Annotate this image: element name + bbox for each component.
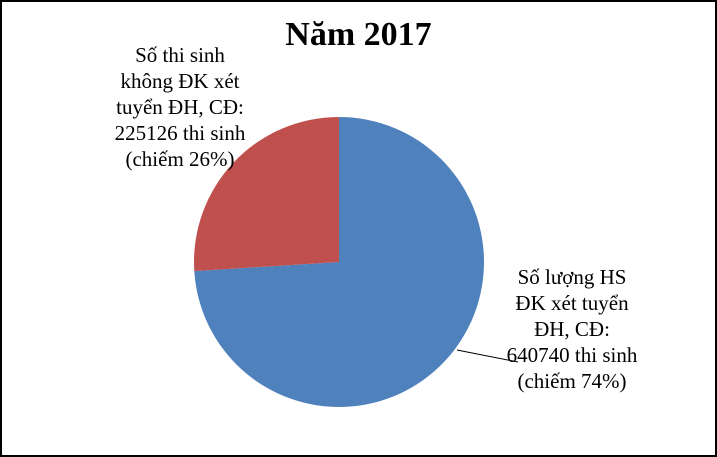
slice-label-line: (chiếm 74%) bbox=[517, 369, 627, 393]
slice-label-line: ĐH, CĐ: bbox=[534, 317, 610, 341]
slice-label-line: (chiếm 26%) bbox=[125, 147, 235, 171]
slice-label-line: 225126 thi sinh bbox=[114, 121, 246, 145]
slice-label-registered: Số lượng HS ĐK xét tuyển ĐH, CĐ: 640740 … bbox=[482, 264, 662, 394]
slice-label-line: Số lượng HS bbox=[517, 265, 627, 289]
slice-label-line: Số thi sinh bbox=[135, 43, 225, 67]
pie-slice-registered bbox=[194, 117, 484, 407]
slice-label-line: không ĐK xét bbox=[120, 69, 240, 93]
slice-label-not-registered: Số thi sinh không ĐK xét tuyển ĐH, CĐ: 2… bbox=[90, 42, 270, 172]
slice-label-line: ĐK xét tuyển bbox=[515, 291, 629, 315]
slice-label-line: 640740 thi sinh bbox=[506, 343, 638, 367]
pie-slice-not-registered bbox=[194, 117, 339, 272]
chart-title: Năm 2017 bbox=[285, 16, 432, 53]
slice-label-line: tuyển ĐH, CĐ: bbox=[116, 95, 244, 119]
leader-line bbox=[456, 349, 519, 363]
